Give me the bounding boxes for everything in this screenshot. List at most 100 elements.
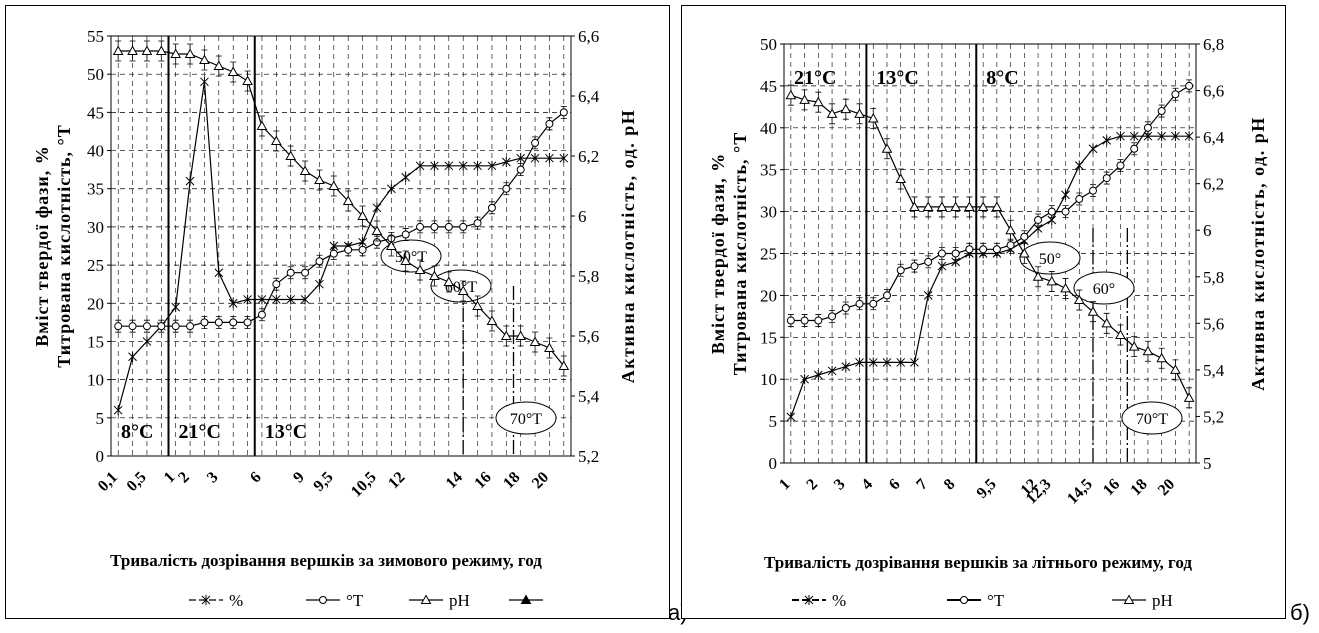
series-line [118,111,565,327]
data-point [487,203,496,212]
data-point [530,153,540,164]
data-point [799,94,810,104]
data-point [922,201,934,211]
x-axis-tick-label: 18 [1127,476,1150,499]
legend-marker [520,594,532,604]
acidity-annotation-label: 50°Т [395,249,427,266]
data-point [400,255,412,265]
data-point [1073,294,1085,305]
data-point [502,184,511,193]
data-point [1018,247,1030,258]
data-point [559,153,569,164]
panel-letter-b: б) [1290,600,1310,625]
temperature-zone-label: 21°C [794,67,836,89]
acidity-annotation-label: 70°Т [1136,411,1168,428]
data-point [1075,195,1084,204]
data-point [1171,90,1180,99]
data-point [1143,123,1152,132]
data-point [1156,352,1168,363]
data-point [285,150,297,160]
data-point [786,411,796,422]
data-point [800,374,809,385]
data-point [401,172,411,183]
data-point [1087,306,1099,316]
data-point [909,201,920,211]
data-point [358,245,367,254]
data-point [113,405,123,416]
series-line [118,50,565,367]
data-point [1060,282,1071,293]
data-point [213,60,225,70]
acidity-annotation-label: 60°Т [445,279,477,296]
data-point [1130,144,1139,153]
x-axis-tick-label: 16 [471,469,494,492]
data-point [1185,81,1194,90]
data-point [1116,131,1125,142]
x-axis-tick-label: 9 [290,469,308,487]
data-point [444,160,454,171]
data-point [869,299,878,308]
data-point [923,290,933,301]
data-point [142,336,152,347]
temperature-zone-label: 8°C [121,421,153,443]
data-point [342,195,354,205]
x-axis-tick-label: 1 [161,469,179,487]
acidity-annotation-ellipse [1019,241,1081,275]
data-point [1089,186,1097,195]
right-axis-tick-label: 5,4 [1203,361,1225,380]
x-axis-tick-label: 6 [886,476,904,494]
data-point [315,279,324,290]
left-axis-title-titratable-acidity: Титрована кислотність, °Т [54,124,74,368]
data-point [385,240,397,250]
left-axis-tick-label: 55 [87,27,104,46]
data-point [1047,207,1056,216]
data-point [272,280,281,289]
data-point [979,245,988,254]
data-point [372,202,382,213]
legend-label: °Т [987,591,1005,610]
data-point [1032,271,1044,281]
x-axis-tick-label: 16 [1100,476,1123,499]
left-axis-tick-label: 15 [760,328,777,347]
x-axis-tick-label: 6 [247,469,265,487]
data-point [127,45,138,55]
right-axis-tick-label: 6 [1203,221,1212,240]
right-axis-tick-label: 5,8 [578,267,599,286]
x-axis-tick-label: 0,1 [95,469,121,495]
data-point [171,302,181,313]
data-point [1101,317,1113,328]
data-point [415,160,425,171]
right-axis-tick-label: 6,2 [1203,175,1224,194]
data-point [992,245,1001,254]
x-axis-tick-label: 1 [776,476,794,494]
data-point [199,54,210,64]
x-axis-tick-label: 7 [913,476,931,494]
right-axis-tick-label: 5,4 [578,387,600,406]
data-point [545,119,554,128]
chart-panel-winter: 0 5 10 15 20 25 30 35 40 45 50 55 5,2 5,4 5,6 5,8 6 6,2 6,… [5,5,670,619]
x-axis-tick-label: 2 [175,469,193,487]
data-point [868,357,878,368]
x-axis-tick-label: 8 [941,476,959,494]
plot-area-frame [110,35,572,457]
data-point [828,312,837,321]
right-axis-tick-label: 6,6 [1203,82,1224,101]
data-point [516,165,525,174]
left-axis-tick-label: 10 [760,370,777,389]
data-point [1088,143,1098,154]
data-point [443,276,455,286]
data-point [227,66,239,76]
left-axis-title-solid-phase: Вміст твердої фази, % [32,145,52,347]
data-point [301,268,310,277]
data-point [1115,329,1126,339]
x-axis-tick-label: 3 [204,469,222,487]
left-axis-tick-label: 0 [769,454,778,473]
data-point [214,267,224,278]
data-point [430,222,439,231]
left-axis-tick-label: 30 [760,203,777,222]
data-point [1074,160,1084,171]
x-axis-tick-label: 9,5 [974,476,1000,502]
left-axis-tick-label: 5 [96,409,105,428]
acidity-annotation-label: 50° [1039,251,1061,268]
data-point [1102,135,1112,146]
